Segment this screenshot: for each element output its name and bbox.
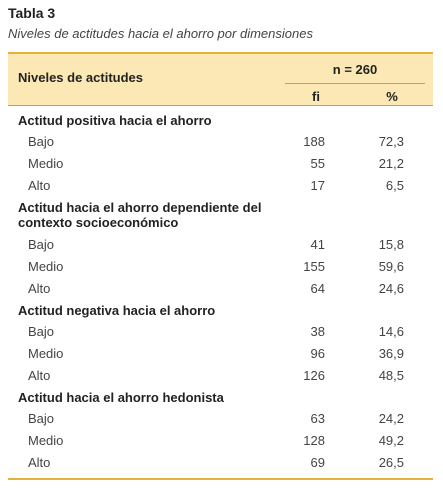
group-title: Actitud positiva hacia el ahorro — [18, 113, 212, 128]
pct-value: 21,2 — [378, 156, 404, 171]
fi-value: 155 — [303, 259, 325, 274]
pct-value: 24,6 — [378, 281, 404, 296]
pct-value: 59,6 — [378, 259, 404, 274]
column-header: Niveles de actitudes — [18, 70, 143, 85]
col-fi: fi — [312, 89, 320, 104]
row-label: Alto — [28, 281, 51, 296]
pct-value: 26,5 — [378, 455, 404, 470]
fi-value: 55 — [310, 156, 325, 171]
pct-value: 49,2 — [378, 433, 404, 448]
col-pct: % — [386, 89, 398, 104]
row-label: Medio — [28, 346, 64, 361]
row-label: Alto — [28, 368, 51, 383]
row-label: Alto — [28, 455, 51, 470]
fi-value: 63 — [310, 411, 325, 426]
sample-size: n = 260 — [332, 62, 378, 77]
pct-value: 14,6 — [378, 324, 404, 339]
fi-value: 128 — [303, 433, 325, 448]
row-label: Medio — [28, 259, 64, 274]
pct-value: 36,9 — [378, 346, 404, 361]
header-rule — [285, 83, 425, 84]
pct-value: 72,3 — [378, 134, 404, 149]
fi-value: 96 — [310, 346, 325, 361]
row-label: Alto — [28, 178, 51, 193]
fi-value: 38 — [310, 324, 325, 339]
group-title: Actitud negativa hacia el ahorro — [18, 303, 216, 318]
fi-value: 17 — [310, 178, 325, 193]
fi-value: 69 — [310, 455, 325, 470]
bottom-rule — [8, 478, 433, 480]
pct-value: 6,5 — [385, 178, 404, 193]
group-title: Actitud hacia el ahorro hedonista — [18, 390, 224, 405]
row-label: Bajo — [28, 237, 55, 252]
group-title: Actitud hacia el ahorro dependiente del … — [18, 200, 262, 230]
fi-value: 41 — [310, 237, 325, 252]
row-label: Bajo — [28, 411, 55, 426]
fi-value: 126 — [303, 368, 325, 383]
row-label: Medio — [28, 156, 64, 171]
row-label: Medio — [28, 433, 64, 448]
pct-value: 48,5 — [378, 368, 404, 383]
table-title: Tabla 3 — [8, 5, 56, 21]
pct-value: 15,8 — [378, 237, 404, 252]
header-band — [8, 52, 433, 106]
row-label: Bajo — [28, 324, 55, 339]
fi-value: 188 — [303, 134, 325, 149]
row-label: Bajo — [28, 134, 55, 149]
fi-value: 64 — [310, 281, 325, 296]
table-subtitle: Niveles de actitudes hacia el ahorro por… — [8, 26, 313, 41]
pct-value: 24,2 — [378, 411, 404, 426]
